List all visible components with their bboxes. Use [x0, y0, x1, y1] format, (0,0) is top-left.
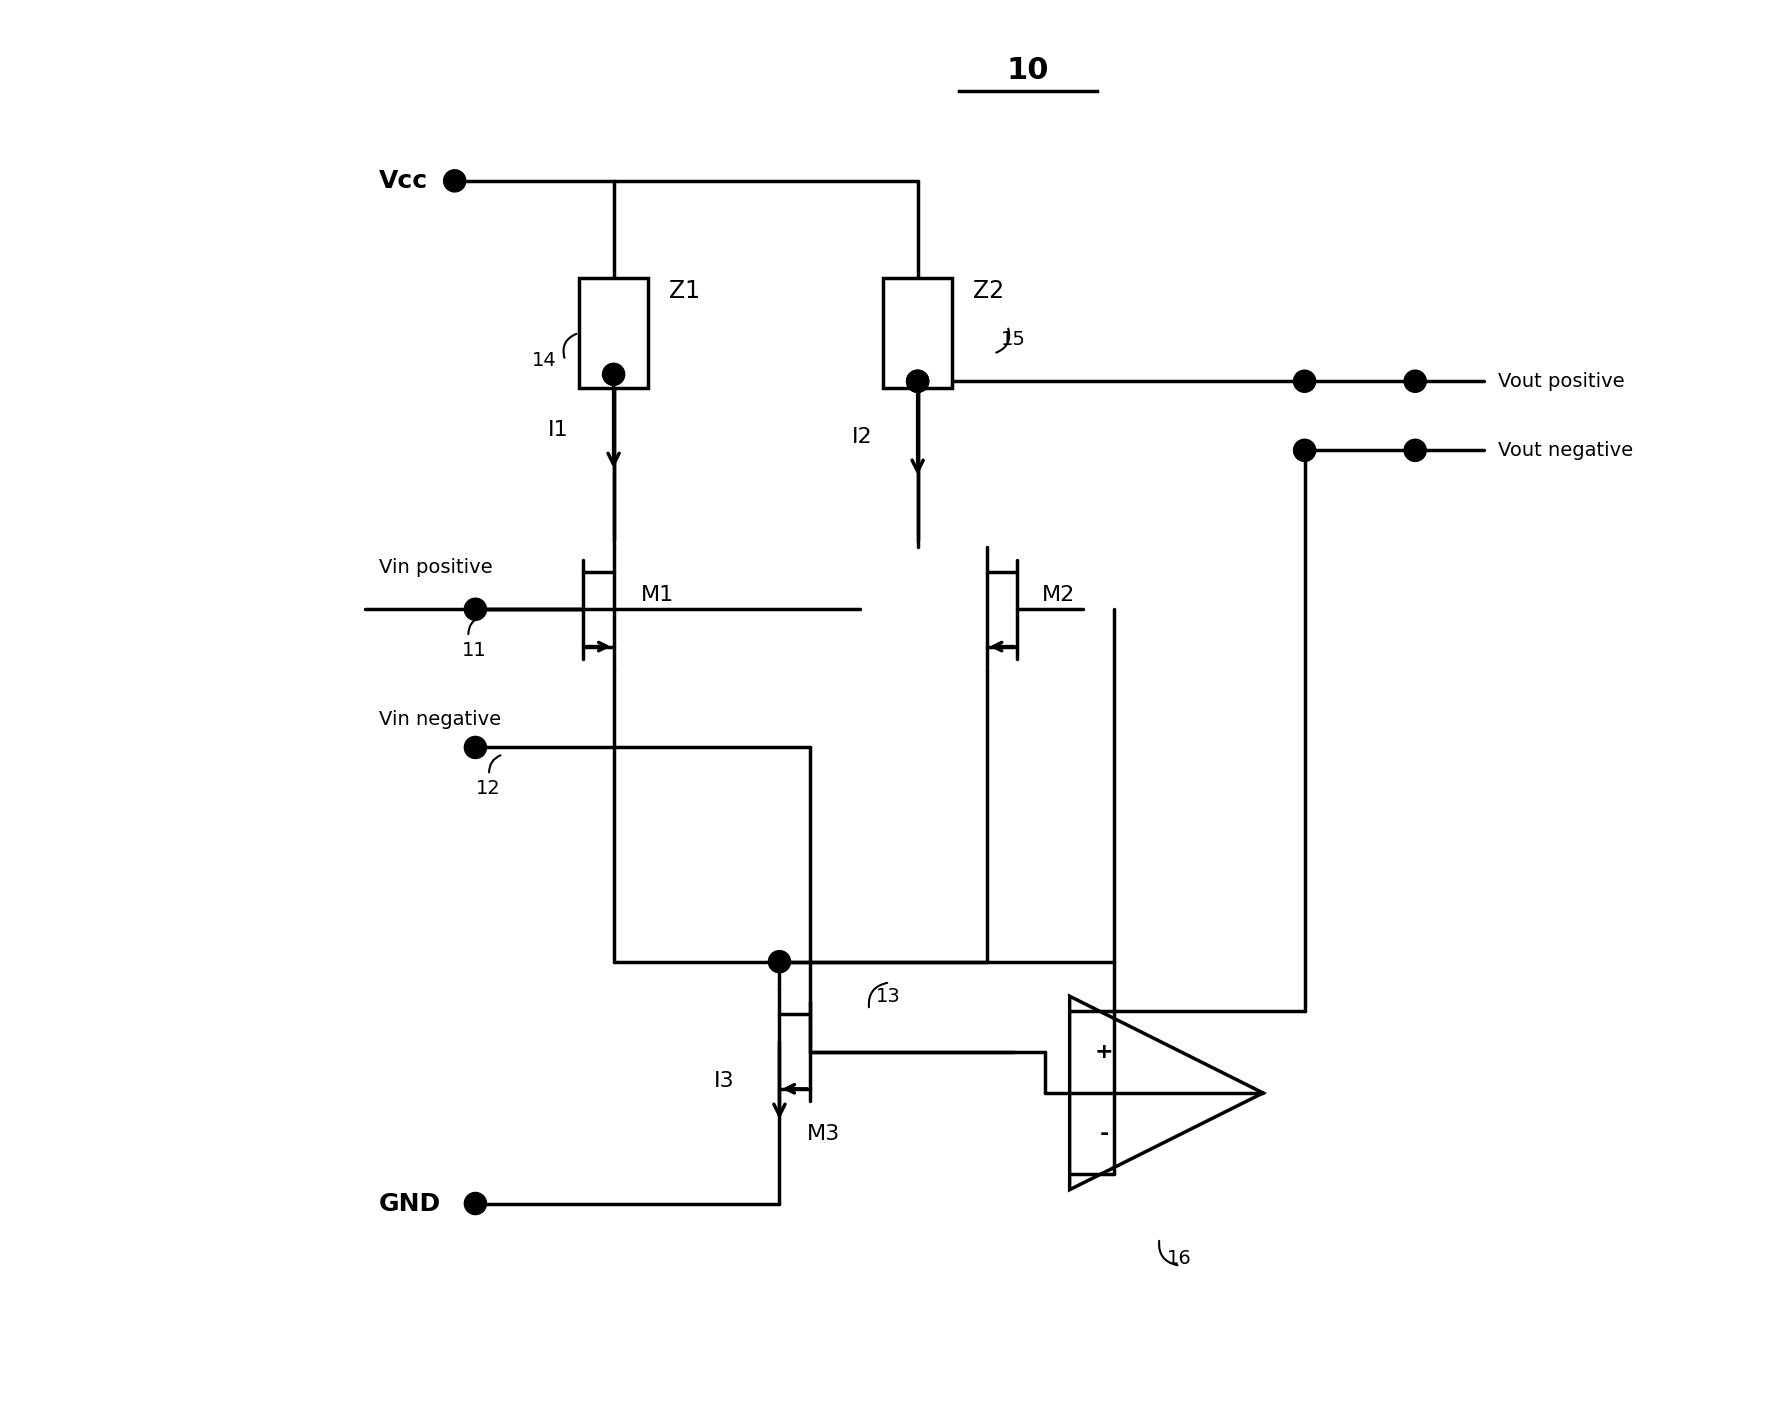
Circle shape [443, 169, 466, 192]
Text: M3: M3 [806, 1124, 840, 1144]
Circle shape [1404, 370, 1426, 393]
Bar [883, 278, 952, 388]
Circle shape [906, 370, 929, 393]
Circle shape [1294, 439, 1315, 462]
Text: Z1: Z1 [669, 280, 700, 304]
Bar [578, 278, 648, 388]
Text: Vcc: Vcc [379, 169, 427, 193]
Text: 11: 11 [461, 641, 486, 661]
Text: Vout positive: Vout positive [1499, 371, 1625, 391]
Circle shape [465, 1193, 486, 1214]
Text: M2: M2 [1041, 586, 1075, 606]
Text: M1: M1 [641, 586, 675, 606]
Text: I3: I3 [714, 1070, 735, 1090]
Circle shape [603, 363, 625, 385]
Text: -: - [1100, 1124, 1109, 1144]
Circle shape [1404, 439, 1426, 462]
Text: 15: 15 [1000, 330, 1025, 349]
Text: 13: 13 [876, 987, 901, 1005]
Text: 10: 10 [1007, 56, 1050, 85]
Circle shape [906, 370, 929, 393]
Text: 14: 14 [532, 352, 557, 370]
Circle shape [465, 599, 486, 620]
Text: I1: I1 [548, 419, 568, 439]
Text: Vin negative: Vin negative [379, 710, 500, 730]
Text: 16: 16 [1166, 1250, 1191, 1268]
Circle shape [465, 737, 486, 758]
Text: 12: 12 [475, 779, 500, 798]
Text: +: + [1095, 1042, 1114, 1062]
Circle shape [769, 950, 790, 973]
Circle shape [1294, 370, 1315, 393]
Text: Vin positive: Vin positive [379, 558, 493, 578]
Text: Vout negative: Vout negative [1499, 441, 1634, 460]
Text: Z2: Z2 [974, 280, 1004, 304]
Text: GND: GND [379, 1192, 441, 1216]
Text: I2: I2 [853, 426, 872, 446]
